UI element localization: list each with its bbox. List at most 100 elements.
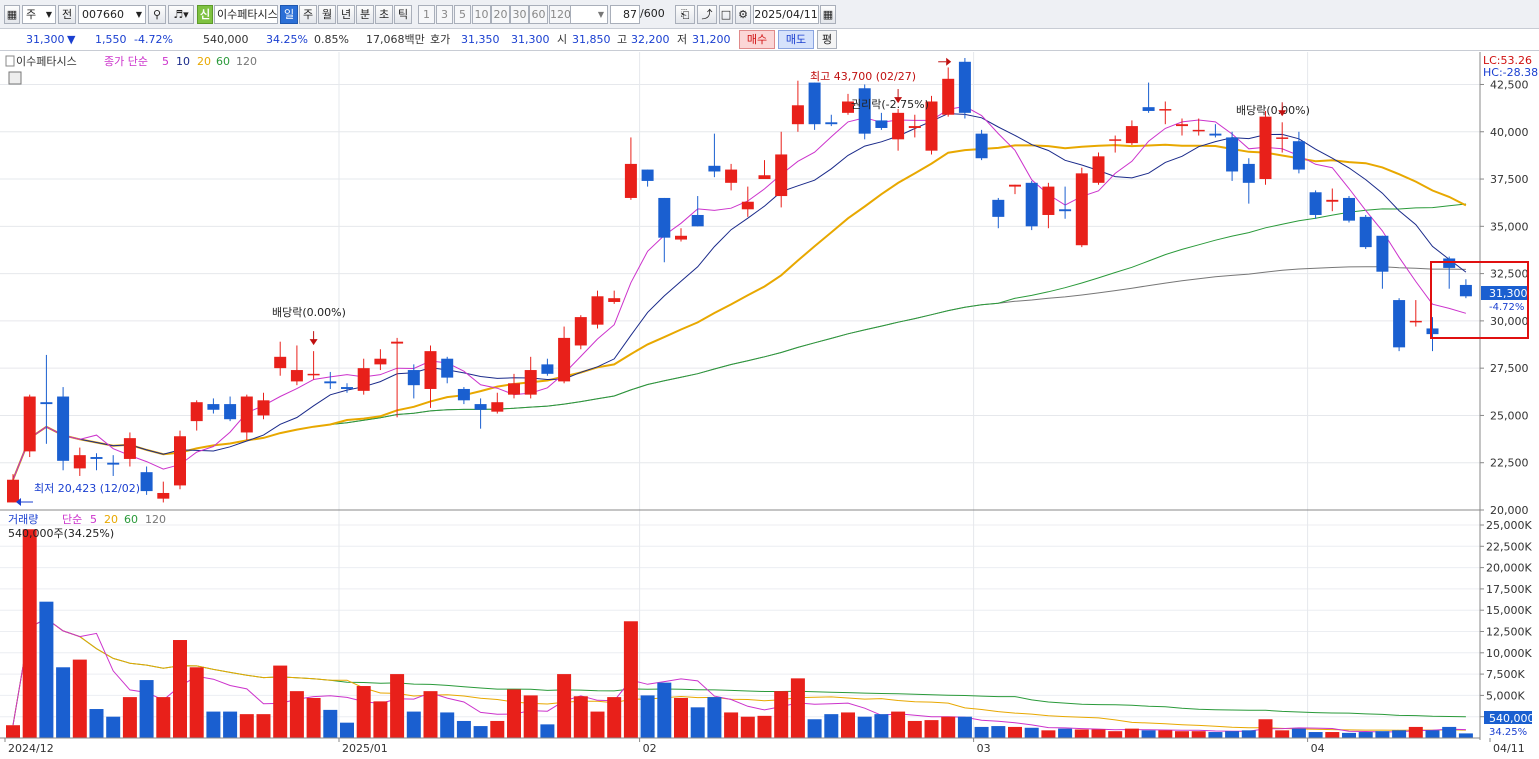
amount: 17,068백만 bbox=[366, 33, 425, 46]
volume-bar bbox=[273, 665, 288, 738]
candle-body bbox=[1009, 184, 1021, 187]
candle-body bbox=[474, 404, 487, 410]
pane-menu-icon[interactable] bbox=[5, 55, 15, 67]
period-button[interactable]: 일 bbox=[280, 5, 298, 24]
volume-bar bbox=[1392, 730, 1407, 738]
candle-body bbox=[307, 373, 320, 376]
current-price: 31,300 bbox=[26, 33, 65, 46]
price-tick-label: 30,000 bbox=[1490, 315, 1529, 328]
sell-button[interactable]: 매도 bbox=[778, 30, 814, 49]
period-button[interactable]: 분 bbox=[356, 5, 374, 24]
period-button[interactable]: 년 bbox=[337, 5, 355, 24]
volume-bar bbox=[1008, 726, 1022, 738]
high-label: 고 bbox=[617, 33, 628, 46]
volume-bar bbox=[473, 726, 488, 738]
draw-tool-icon[interactable]: ⤴ bbox=[697, 5, 717, 24]
save-icon[interactable]: □ bbox=[719, 5, 733, 24]
candle-body bbox=[1192, 129, 1205, 132]
candle-body bbox=[90, 457, 103, 459]
ma-legend-title: 종가 단순 bbox=[104, 55, 148, 68]
speaker-icon[interactable]: ♬▾ bbox=[168, 5, 194, 24]
price-tick-label: 32,500 bbox=[1490, 268, 1529, 281]
volume-bar bbox=[440, 712, 455, 738]
interval-button[interactable]: 20 bbox=[491, 5, 510, 24]
volume-bar bbox=[1041, 730, 1056, 738]
period-select[interactable]: 주 ▼ bbox=[22, 5, 56, 24]
ma10-legend: 10 bbox=[176, 55, 190, 68]
volume: 540,000 bbox=[203, 33, 249, 46]
volume-bar bbox=[1191, 731, 1206, 738]
candle-body bbox=[1409, 320, 1422, 323]
stock-chart[interactable]: 20,000 22,500 25,000 27,500 30,000 32,500 35,0… bbox=[0, 52, 1539, 759]
volume-tick-label: 20,000K bbox=[1486, 562, 1532, 575]
code-input[interactable]: 007660 ▼ bbox=[78, 5, 146, 24]
price-tick-label: 27,500 bbox=[1490, 362, 1529, 375]
low-label: 저 bbox=[677, 33, 688, 46]
low-annotation: 최저 20,423 (12/02) bbox=[34, 482, 140, 495]
candle-body bbox=[257, 400, 270, 416]
price-tick-label: 40,000 bbox=[1490, 126, 1529, 139]
date-input[interactable]: 2025/04/11 bbox=[753, 5, 819, 24]
candle-body bbox=[608, 298, 621, 302]
buy-button[interactable]: 매수 bbox=[739, 30, 775, 49]
volume-bar bbox=[289, 691, 304, 738]
volume-bar bbox=[724, 712, 739, 738]
candle-body bbox=[1326, 199, 1339, 202]
volume-bar bbox=[56, 667, 71, 738]
volume-bar bbox=[390, 674, 405, 738]
candle-body bbox=[107, 462, 120, 465]
candles bbox=[7, 58, 1472, 503]
moving-average-lines bbox=[12, 105, 1467, 481]
price-tag-pct: -4.72% bbox=[1489, 302, 1524, 313]
interval-dropdown[interactable]: ▼ bbox=[570, 5, 608, 24]
interval-button[interactable]: 30 bbox=[510, 5, 529, 24]
prev-button[interactable]: 전 bbox=[58, 5, 76, 24]
ma10-line bbox=[12, 113, 1467, 480]
chart-background bbox=[0, 52, 1539, 759]
candle-body bbox=[892, 112, 905, 140]
candle-body bbox=[691, 214, 704, 227]
period-button[interactable]: 주 bbox=[299, 5, 317, 24]
volume-bar bbox=[507, 689, 521, 738]
vol-ma5-legend: 5 bbox=[90, 513, 97, 526]
price-tick-label: 37,500 bbox=[1490, 173, 1529, 186]
interval-button[interactable]: 5 bbox=[454, 5, 471, 24]
interval-button[interactable]: 1 bbox=[418, 5, 435, 24]
volume-bar bbox=[1241, 730, 1256, 738]
volume-bar bbox=[1291, 728, 1306, 738]
vol-ma60-legend: 60 bbox=[124, 513, 138, 526]
candle-body bbox=[140, 472, 153, 492]
count-input[interactable]: 87 bbox=[610, 5, 640, 24]
search-icon[interactable]: ⚲ bbox=[148, 5, 166, 24]
volume-bar bbox=[323, 709, 338, 738]
table-icon[interactable] bbox=[8, 71, 22, 85]
ma5-legend: 5 bbox=[162, 55, 169, 68]
volume-bar bbox=[406, 711, 421, 738]
candle-body bbox=[274, 356, 287, 369]
volume-bar bbox=[891, 711, 906, 738]
volume-bar bbox=[707, 697, 722, 738]
interval-button[interactable]: 10 bbox=[472, 5, 491, 24]
eval-button[interactable]: 평 bbox=[817, 30, 837, 49]
interval-button[interactable]: 60 bbox=[529, 5, 548, 24]
candle-body bbox=[1309, 192, 1322, 215]
candle-body bbox=[391, 341, 404, 344]
candle-body bbox=[1109, 139, 1122, 141]
period-button[interactable]: 초 bbox=[375, 5, 393, 24]
candle-body bbox=[23, 396, 36, 452]
volume-bar bbox=[223, 711, 238, 738]
calendar-icon[interactable]: ▦ bbox=[820, 5, 836, 24]
price-tick-label: 35,000 bbox=[1490, 220, 1529, 233]
candle-body bbox=[374, 358, 387, 365]
volume-bar bbox=[1458, 733, 1473, 738]
interval-button[interactable]: 3 bbox=[436, 5, 453, 24]
period-button[interactable]: 월 bbox=[318, 5, 336, 24]
candle-type-icon[interactable]: ⎗ bbox=[675, 5, 695, 24]
chart-menu-icon[interactable]: ▦ bbox=[4, 5, 20, 24]
gear-icon[interactable]: ⚙ bbox=[735, 5, 751, 24]
period-button[interactable]: 틱 bbox=[394, 5, 412, 24]
stock-name[interactable]: 이수페타시스 bbox=[214, 5, 278, 24]
candle-body bbox=[658, 197, 671, 238]
volume-bar bbox=[306, 697, 321, 738]
interval-button[interactable]: 120 bbox=[549, 5, 571, 24]
